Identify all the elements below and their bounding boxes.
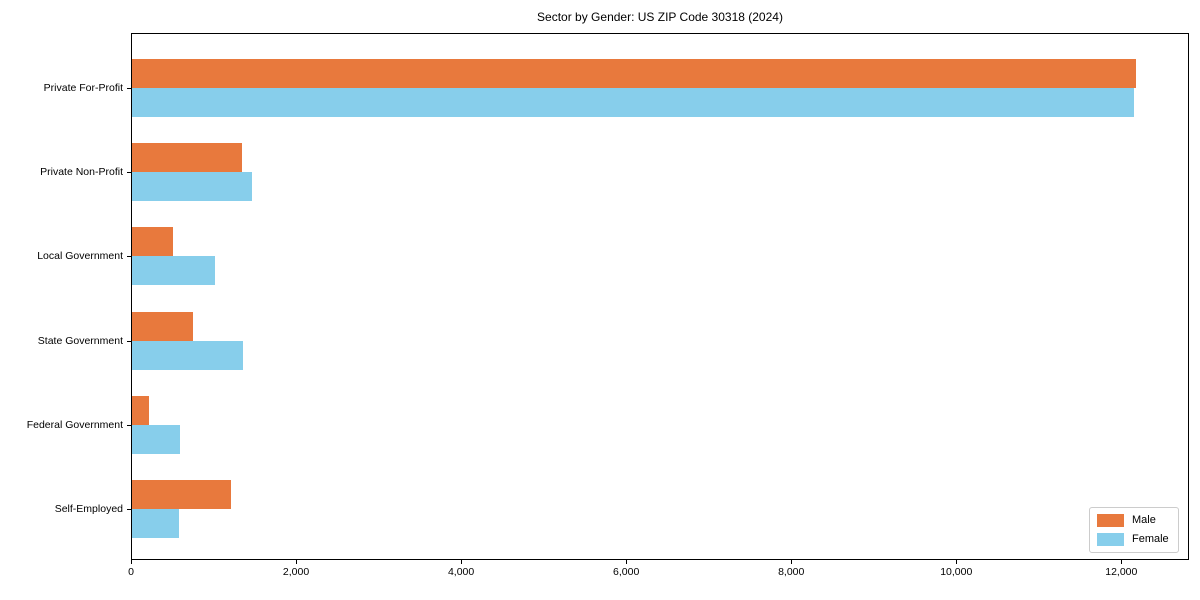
bar-female-5 (132, 509, 180, 538)
plot-area (131, 33, 1189, 560)
x-tick-label: 6,000 (613, 566, 640, 578)
y-tick-label: Private Non-Profit (40, 166, 123, 179)
bar-male-3 (132, 311, 194, 341)
bar-male-1 (132, 143, 242, 173)
bar-male-2 (132, 227, 174, 257)
x-tick-mark (1121, 560, 1123, 564)
y-tick-label: Local Government (37, 250, 123, 263)
y-tick-mark (127, 424, 131, 426)
x-tick-label: 0 (128, 566, 134, 578)
y-tick-mark (127, 340, 131, 342)
legend-label: Male (1132, 514, 1156, 526)
bar-male-4 (132, 395, 150, 425)
x-tick-label: 8,000 (778, 566, 805, 578)
bar-female-4 (132, 424, 180, 454)
y-tick-mark (127, 172, 131, 174)
legend-swatch-male (1097, 514, 1124, 527)
legend-item-female: Female (1097, 533, 1169, 546)
y-tick-mark (127, 509, 131, 510)
y-tick-label: Private For-Profit (43, 82, 123, 94)
legend-label: Female (1132, 533, 1169, 545)
x-tick-mark (131, 560, 132, 564)
x-tick-label: 12,000 (1105, 566, 1138, 578)
x-tick-mark (626, 560, 628, 564)
y-tick-label: Self-Employed (54, 503, 123, 515)
x-tick-label: 10,000 (940, 566, 973, 578)
bar-male-5 (132, 480, 232, 509)
x-tick-mark (791, 560, 793, 564)
x-tick-mark (956, 560, 958, 564)
y-tick-label: Federal Government (26, 418, 123, 431)
legend-item-male: Male (1097, 514, 1169, 527)
x-tick-label: 2,000 (282, 566, 310, 578)
legend-swatch-female (1097, 533, 1124, 546)
x-tick-label: 4,000 (447, 566, 475, 578)
y-tick-label: State Government (37, 334, 123, 347)
y-tick-mark (127, 88, 131, 89)
chart-title: Sector by Gender: US ZIP Code 30318 (202… (537, 10, 783, 24)
y-tick-mark (127, 256, 131, 258)
bar-female-1 (132, 172, 253, 202)
legend: Male Female (1089, 507, 1179, 553)
bar-male-0 (132, 59, 1137, 88)
bar-female-2 (132, 256, 216, 286)
bar-female-3 (132, 340, 244, 370)
x-tick-mark (461, 560, 463, 564)
x-tick-mark (296, 560, 298, 564)
bar-female-0 (132, 88, 1134, 117)
